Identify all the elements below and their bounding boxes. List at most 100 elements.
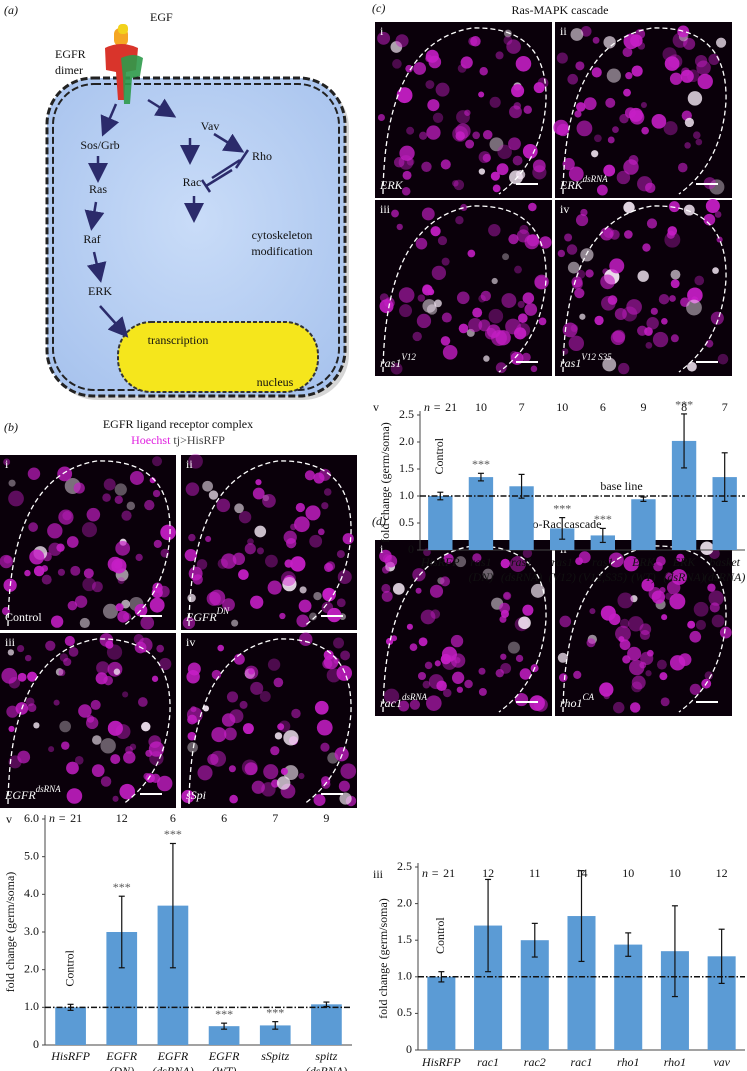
image-background xyxy=(555,200,732,376)
nucleus-blob xyxy=(434,299,442,308)
nucleus-blob xyxy=(424,661,433,670)
nucleus-blob xyxy=(608,552,624,568)
nucleus-blob xyxy=(426,304,438,315)
nucleus-blob xyxy=(323,654,339,670)
error-bar xyxy=(118,895,125,969)
nucleus-blob xyxy=(390,41,403,53)
image-numeral: iv xyxy=(186,635,195,649)
arrow xyxy=(213,132,245,153)
nucleus-blob xyxy=(432,112,444,123)
x-tick-label: (WT) xyxy=(631,570,656,584)
nucleus-blob xyxy=(140,615,155,630)
node-labels: EGF EGFR dimer Sos/Grb Ras Raf ERK Vav Rho Rac cyt… xyxy=(55,10,313,389)
nucleus-blob xyxy=(670,279,680,289)
nucleus-blob xyxy=(133,634,144,645)
nucleus-blob xyxy=(627,646,642,661)
nucleus-blob xyxy=(82,577,96,592)
nucleus-blob xyxy=(639,623,652,636)
nucleus-blob xyxy=(603,227,615,239)
nucleus-blob xyxy=(129,743,137,751)
inhibit-bar xyxy=(200,179,212,193)
nucleus-blob xyxy=(24,654,32,662)
error-bar xyxy=(578,870,585,963)
nucleus-blob xyxy=(342,533,354,545)
legend-item: Hoechst xyxy=(131,433,171,447)
nucleus-blob xyxy=(107,556,123,572)
nucleus-blob xyxy=(631,65,643,77)
nucleus-blob xyxy=(66,761,79,775)
nucleus-blob xyxy=(509,556,526,572)
nucleus-blob xyxy=(687,91,703,106)
x-tick-label: rac1 xyxy=(477,1055,499,1069)
nucleus-blob xyxy=(578,551,591,564)
significance: *** xyxy=(113,880,131,894)
nucleus-blob xyxy=(467,249,476,258)
nucleus-blob xyxy=(491,277,498,285)
nucleus-blob xyxy=(465,139,475,149)
nucleus-blob xyxy=(637,176,653,192)
nucleus-blob xyxy=(591,67,602,78)
nucleus-blob xyxy=(556,52,568,64)
nucleus-blob xyxy=(148,735,162,749)
nucleus-blob xyxy=(526,234,540,247)
n-label: 7 xyxy=(519,400,525,414)
n-value: 21 xyxy=(70,811,82,825)
nucleus-blob xyxy=(619,639,631,651)
x-tick-label: ras1 xyxy=(470,555,491,569)
nucleus-blob xyxy=(59,720,71,733)
nucleus-blob xyxy=(680,69,694,83)
nucleus-blob xyxy=(415,237,428,250)
caption-superscript: dsRNA xyxy=(583,174,609,184)
nucleus-blob xyxy=(58,509,74,525)
nucleus-blob xyxy=(443,553,454,564)
nucleus-blob xyxy=(694,54,708,68)
nucleus-blob xyxy=(717,353,729,365)
nucleus-blob xyxy=(440,576,451,587)
tissue-outline xyxy=(562,205,727,373)
nucleus-blob xyxy=(502,591,512,600)
x-tick-label: EGFR xyxy=(208,1049,240,1063)
nucleus-blob xyxy=(631,675,646,690)
nucleus-blob xyxy=(261,782,276,797)
x-tick-label: (dsRNA) xyxy=(467,1070,508,1071)
nucleus-blob xyxy=(211,727,227,743)
nucleus-blob xyxy=(202,705,210,712)
nucleus-blob xyxy=(571,276,583,288)
nucleus-blob xyxy=(521,352,531,362)
nucleus-blob xyxy=(600,227,614,241)
nucleus-blob xyxy=(398,287,415,303)
nucleus-blob xyxy=(425,695,442,711)
bar xyxy=(208,1026,240,1045)
x-tick-label: (V12) xyxy=(549,570,576,584)
nucleus-blob xyxy=(415,587,422,594)
nucleus-blob xyxy=(117,577,125,585)
nucleus-blob xyxy=(294,516,310,533)
nucleus-blob xyxy=(430,226,441,237)
nucleus-blob xyxy=(532,165,547,180)
y-tick-label: 1.0 xyxy=(399,488,414,502)
x-tick-label: (dsRNA) xyxy=(501,570,542,584)
x-tick-label: (dsRNA) xyxy=(704,570,745,584)
x-tick-label: ras1 xyxy=(592,555,613,569)
caption-text: Control xyxy=(5,610,42,624)
nucleus-blob xyxy=(157,585,170,598)
nucleus-blob xyxy=(600,605,616,621)
image-caption: Control xyxy=(5,610,42,624)
nucleus-blob xyxy=(74,755,84,765)
nucleus-blob xyxy=(156,775,173,792)
caption-text: EGFR xyxy=(185,610,217,624)
nucleus-blob xyxy=(478,168,486,175)
nucleus-blob xyxy=(705,198,720,214)
nucleus-blob xyxy=(406,126,415,135)
nucleus-blob xyxy=(267,658,281,671)
image-caption: ras1V12 xyxy=(380,352,416,370)
nucleus-blob xyxy=(441,257,450,266)
bar xyxy=(427,976,456,1050)
nucleus-blob xyxy=(90,699,101,710)
nucleus-blob xyxy=(496,163,509,176)
nucleus-blob xyxy=(683,37,696,50)
nucleus-blob xyxy=(645,670,652,677)
x-tick-label: (DN) xyxy=(109,1064,134,1071)
nucleus-blob xyxy=(443,688,452,698)
